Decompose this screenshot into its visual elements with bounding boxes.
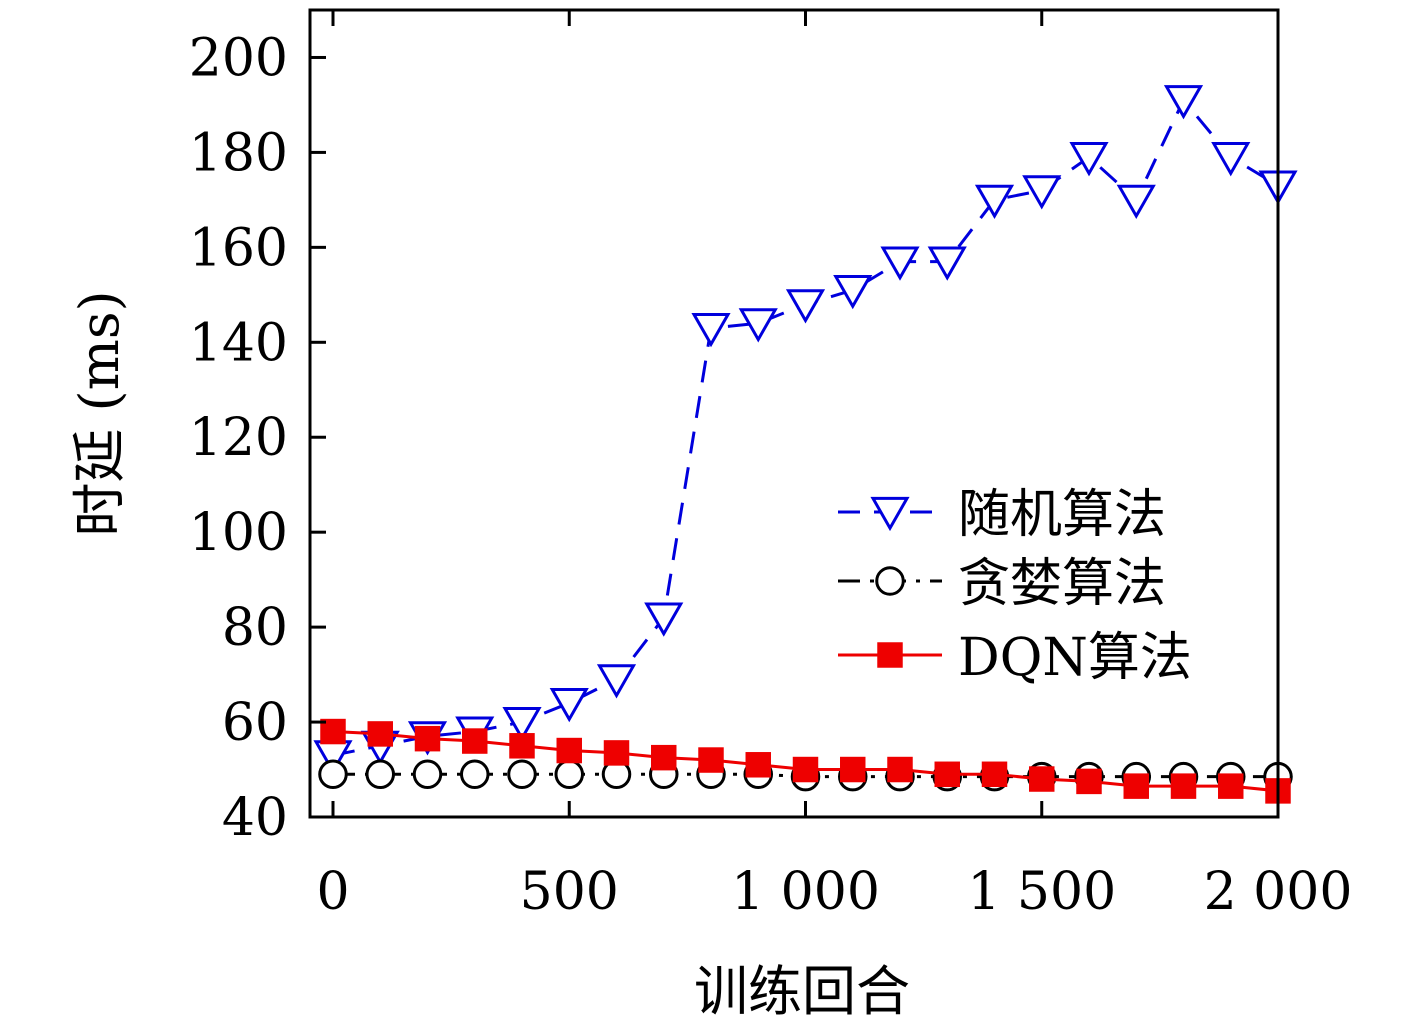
data-point	[1076, 768, 1102, 795]
data-point	[320, 718, 346, 745]
data-point	[507, 759, 537, 790]
x-tick-label: 1 000	[731, 862, 880, 922]
data-point	[880, 246, 920, 281]
y-tick-label: 100	[189, 503, 288, 563]
data-point	[459, 759, 490, 790]
data-point	[509, 733, 535, 759]
x-tick-label: 1 500	[967, 862, 1116, 922]
data-point	[412, 759, 443, 790]
data-point	[1163, 85, 1204, 120]
data-point	[698, 747, 724, 773]
y-tick-label: 40	[222, 788, 288, 848]
y-tick-label: 180	[189, 123, 288, 183]
data-point	[870, 496, 910, 532]
data-point	[974, 184, 1015, 220]
data-point	[603, 740, 630, 766]
data-point	[785, 289, 826, 324]
y-axis-label: 时延 (ms)	[68, 290, 131, 536]
y-tick-label: 200	[189, 28, 288, 88]
data-point	[745, 752, 771, 778]
data-point	[1029, 766, 1055, 792]
data-point	[414, 725, 441, 752]
legend-label: 随机算法	[958, 485, 1166, 545]
data-point	[1069, 142, 1109, 177]
y-tick-label: 80	[222, 598, 288, 658]
data-point	[1022, 175, 1062, 210]
data-point	[981, 761, 1008, 788]
data-point	[651, 744, 677, 771]
x-axis-label: 训练回合	[694, 960, 910, 1023]
data-point	[318, 759, 348, 790]
data-point	[367, 721, 393, 747]
data-point	[877, 642, 903, 668]
data-point	[1116, 184, 1156, 220]
ticks-layer: 40 60 80 100 120 140 160 180 200 0 500 1 000 1 500 2 …	[189, 10, 1353, 922]
data-point	[875, 566, 905, 596]
data-point	[462, 728, 488, 754]
y-tick-label: 140	[189, 313, 288, 373]
data-point	[1123, 773, 1149, 799]
data-point	[596, 664, 637, 699]
data-point	[644, 602, 684, 637]
plot-frame	[308, 8, 1280, 819]
data-point	[927, 246, 967, 281]
x-tick-label: 500	[520, 862, 619, 922]
data-point	[554, 759, 585, 790]
data-point	[502, 706, 542, 742]
data-point	[792, 756, 819, 783]
series-group	[320, 718, 1291, 804]
legend-label: DQN算法	[958, 628, 1192, 688]
y-tick-label: 120	[189, 408, 288, 468]
x-tick-label: 0	[316, 862, 349, 922]
y-tick-label: 60	[222, 693, 288, 753]
data-point	[691, 312, 731, 348]
data-point	[887, 756, 913, 783]
data-point	[365, 759, 396, 790]
data-point	[934, 761, 960, 788]
legend-label: 贪婪算法	[958, 554, 1166, 614]
data-point	[1218, 773, 1244, 799]
data-point	[556, 737, 582, 764]
series-layer	[313, 85, 1298, 804]
data-point	[1211, 142, 1251, 177]
data-point	[1170, 773, 1197, 799]
data-point	[840, 756, 866, 783]
x-tick-label: 2 000	[1204, 862, 1353, 922]
data-point	[833, 274, 873, 310]
y-tick-label: 160	[189, 218, 288, 278]
data-point	[738, 308, 778, 343]
data-point	[549, 687, 589, 723]
